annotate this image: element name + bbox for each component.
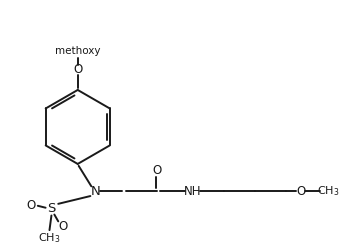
Text: O: O (152, 164, 161, 177)
Text: O: O (296, 185, 305, 198)
Text: methoxy: methoxy (55, 46, 101, 56)
Text: O: O (73, 63, 82, 76)
Text: O: O (59, 220, 68, 233)
Text: CH$_3$: CH$_3$ (317, 184, 339, 198)
Text: O: O (26, 199, 36, 212)
Text: N: N (90, 185, 100, 198)
Text: S: S (47, 202, 56, 215)
Text: NH: NH (184, 185, 201, 198)
Text: CH$_3$: CH$_3$ (38, 231, 61, 245)
